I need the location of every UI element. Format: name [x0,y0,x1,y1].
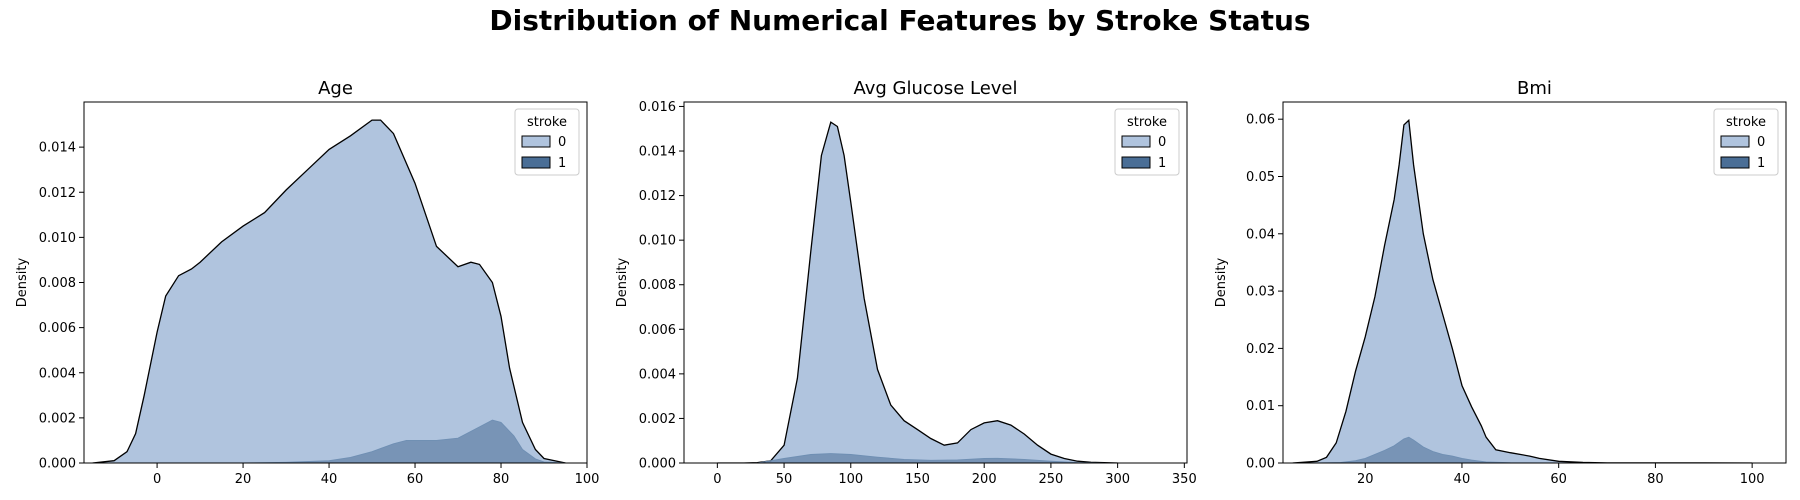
x-tick-label: 350 [1172,472,1197,487]
y-tick-label: 0.05 [1246,170,1275,185]
y-tick-label: 0.014 [39,141,76,156]
x-tick-label: 60 [407,472,424,487]
subplot-title: Age [318,78,353,99]
y-tick-label: 0.010 [39,231,76,246]
x-tick-label: 20 [1357,472,1374,487]
y-tick-label: 0.004 [39,366,76,381]
x-tick-label: 300 [1105,472,1130,487]
subplot-title: Bmi [1517,78,1552,99]
legend: stroke 0 1 [1114,108,1180,176]
x-tick-label: 150 [905,472,930,487]
legend-label-0: 0 [558,135,566,150]
y-tick-label: 0.04 [1246,227,1275,242]
series-1-line [1316,436,1559,463]
y-tick-label: 0.01 [1246,399,1275,414]
y-tick-label: 0.010 [639,234,676,249]
y-tick-label: 0.006 [39,321,76,336]
y-tick-label: 0.004 [639,367,676,382]
x-tick-label: 60 [1550,472,1567,487]
y-tick-label: 0.016 [639,100,676,115]
legend: stroke 0 1 [514,108,580,176]
figure-title: Distribution of Numerical Features by St… [489,4,1311,37]
series-1-line [757,453,1105,463]
y-tick-label: 0.012 [39,186,76,201]
legend: stroke 0 1 [1713,108,1779,176]
x-tick-label: 80 [493,472,510,487]
x-tick-label: 100 [1740,472,1765,487]
x-tick-label: 40 [321,472,338,487]
series-1-area [157,420,566,463]
series-1-area [1316,437,1559,463]
axes-frame [683,101,1188,464]
y-axis-label: Density [15,257,30,307]
legend-swatch-0 [521,135,551,148]
legend-title: stroke [1726,115,1766,130]
axes-frame [1282,101,1787,464]
legend-swatch-0 [1720,135,1750,148]
y-tick-label: 0.02 [1246,342,1275,357]
legend-title: stroke [1127,115,1167,130]
x-tick-label: 250 [1038,472,1063,487]
y-tick-label: 0.002 [39,411,76,426]
series-1-line [157,419,566,463]
x-tick-label: 0 [153,472,161,487]
legend-label-1: 1 [1158,156,1166,171]
series-0-line [1292,118,1753,463]
y-tick-label: 0.002 [639,412,676,427]
legend-swatch-1 [521,156,551,169]
y-axis-label: Density [615,257,630,307]
legend-swatch-1 [1121,156,1151,169]
x-tick-label: 0 [713,472,721,487]
subplot-1: 0 20 40 60 80 100 0.000 0.002 0.004 0.006 0.008 0.0… [15,78,599,487]
x-tick-label: 100 [838,472,863,487]
y-tick-label: 0.012 [639,189,676,204]
y-tick-label: 0.008 [39,276,76,291]
y-tick-label: 0.006 [639,323,676,338]
x-tick-label: 40 [1454,472,1471,487]
legend-label-0: 0 [1757,135,1765,150]
x-tick-label: 80 [1647,472,1664,487]
subplot-2: 0 50 100 150 200 250 300 350 0.000 0.002 0.004 0.00… [615,78,1197,487]
x-tick-label: 200 [972,472,997,487]
series-0-area [1292,120,1753,463]
x-tick-label: 20 [235,472,252,487]
series-1-area [757,453,1105,463]
y-axis-label: Density [1214,257,1229,307]
legend-label-1: 1 [558,156,566,171]
y-tick-label: 0.008 [639,278,676,293]
legend-swatch-1 [1720,156,1750,169]
y-tick-label: 0.03 [1246,285,1275,300]
subplot-title: Avg Glucose Level [853,78,1017,99]
legend-swatch-0 [1121,135,1151,148]
y-tick-label: 0.06 [1246,113,1275,128]
y-tick-label: 0.000 [39,457,76,472]
legend-label-1: 1 [1757,156,1765,171]
legend-label-0: 0 [1158,135,1166,150]
series-0-area [717,122,1118,463]
y-tick-label: 0.014 [639,145,676,160]
y-tick-label: 0.00 [1246,457,1275,472]
series-0-area [92,120,566,463]
x-tick-label: 100 [575,472,600,487]
y-tick-label: 0.000 [639,457,676,472]
series-0-line [92,119,566,463]
x-tick-label: 50 [776,472,793,487]
subplot-3: 20 40 60 80 100 0.00 0.01 0.02 0.03 0.04 0.05 0.06 B… [1214,78,1787,487]
legend-title: stroke [527,115,567,130]
series-0-line [717,121,1118,463]
